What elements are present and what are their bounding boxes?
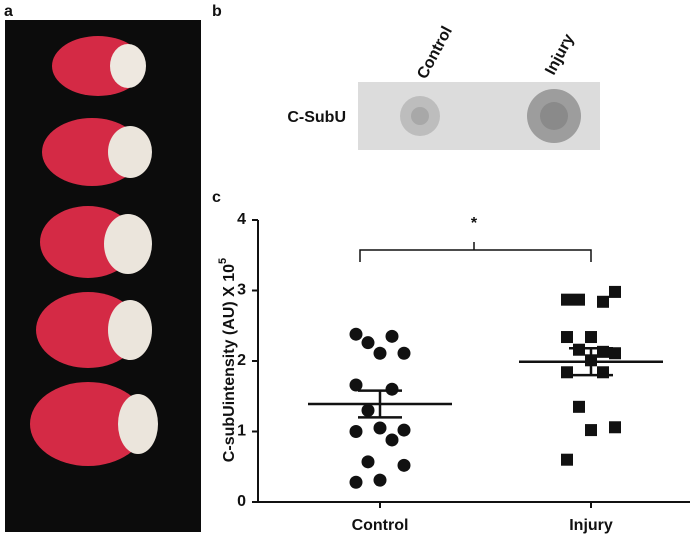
y-tick-label: 4: [237, 211, 246, 228]
blot-row-label: C-SubU: [287, 109, 346, 126]
blot-spot-core: [411, 107, 429, 125]
data-point: [561, 453, 573, 466]
blot-column-label: Control: [414, 24, 456, 82]
data-point: [373, 346, 387, 360]
data-point: [609, 347, 621, 360]
data-point: [397, 423, 411, 437]
y-tick-label: 0: [237, 493, 246, 510]
brain-slices: [30, 36, 158, 466]
data-point: [597, 295, 609, 308]
data-point: [573, 343, 585, 356]
data-point: [373, 421, 387, 435]
data-point: [573, 293, 585, 306]
data-point: [609, 285, 621, 298]
significance-marker: *: [471, 215, 478, 232]
data-point: [561, 366, 573, 379]
data-point: [585, 424, 597, 437]
data-point: [561, 293, 573, 306]
data-point: [385, 329, 399, 343]
panel-label: c: [212, 189, 221, 206]
panel-label: b: [212, 3, 222, 20]
blot-spot-core: [540, 102, 568, 130]
blot-column-label: Injury: [542, 31, 578, 78]
data-point: [561, 331, 573, 344]
y-tick-label: 1: [237, 423, 246, 440]
data-point: [573, 400, 585, 413]
data-point: [349, 425, 363, 438]
data-point: [385, 433, 399, 447]
data-point: [349, 378, 363, 392]
x-tick-label: Control: [352, 517, 409, 534]
y-axis-label: C-subUintensity (AU) X 105: [217, 258, 238, 462]
error-bar: [569, 347, 613, 377]
y-label-exponent: 5: [217, 258, 229, 264]
data-point: [585, 331, 597, 344]
data-point: [397, 346, 411, 360]
data-point: [597, 366, 609, 379]
data-point: [609, 421, 621, 434]
data-point: [361, 336, 375, 350]
y-label-text: C-subUintensity (AU) X 10: [221, 264, 238, 462]
error-bar: [358, 389, 402, 419]
data-point: [361, 403, 375, 417]
panel-label: a: [4, 3, 13, 20]
x-tick-label: Injury: [569, 517, 613, 534]
y-tick-label: 3: [237, 282, 246, 299]
data-point: [349, 475, 363, 489]
data-point: [397, 458, 411, 472]
significance-bracket: [359, 242, 592, 262]
y-tick-label: 2: [237, 352, 246, 369]
data-point: [373, 473, 387, 487]
data-point: [385, 382, 399, 396]
data-point: [349, 327, 363, 341]
data-point: [361, 455, 375, 469]
